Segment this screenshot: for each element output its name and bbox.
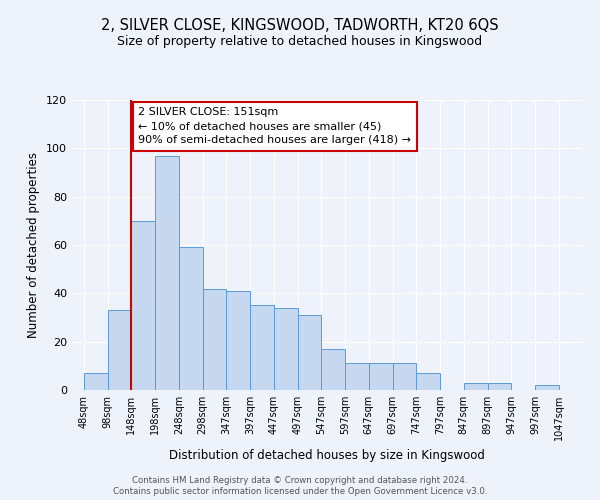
Bar	[464, 383, 488, 390]
Bar	[369, 364, 392, 390]
X-axis label: Distribution of detached houses by size in Kingswood: Distribution of detached houses by size …	[169, 448, 485, 462]
Bar	[155, 156, 179, 390]
Bar	[488, 383, 511, 390]
Bar	[203, 288, 226, 390]
Text: 2, SILVER CLOSE, KINGSWOOD, TADWORTH, KT20 6QS: 2, SILVER CLOSE, KINGSWOOD, TADWORTH, KT…	[101, 18, 499, 32]
Bar	[322, 349, 345, 390]
Text: 2 SILVER CLOSE: 151sqm
← 10% of detached houses are smaller (45)
90% of semi-det: 2 SILVER CLOSE: 151sqm ← 10% of detached…	[139, 108, 412, 146]
Bar	[179, 248, 203, 390]
Text: Size of property relative to detached houses in Kingswood: Size of property relative to detached ho…	[118, 35, 482, 48]
Bar	[416, 373, 440, 390]
Bar	[131, 221, 155, 390]
Bar	[250, 306, 274, 390]
Bar	[107, 310, 131, 390]
Bar	[226, 291, 250, 390]
Bar	[84, 373, 107, 390]
Y-axis label: Number of detached properties: Number of detached properties	[28, 152, 40, 338]
Bar	[345, 364, 369, 390]
Text: Contains HM Land Registry data © Crown copyright and database right 2024.: Contains HM Land Registry data © Crown c…	[132, 476, 468, 485]
Bar	[392, 364, 416, 390]
Bar	[274, 308, 298, 390]
Bar	[535, 385, 559, 390]
Text: Contains public sector information licensed under the Open Government Licence v3: Contains public sector information licen…	[113, 487, 487, 496]
Bar	[298, 315, 322, 390]
